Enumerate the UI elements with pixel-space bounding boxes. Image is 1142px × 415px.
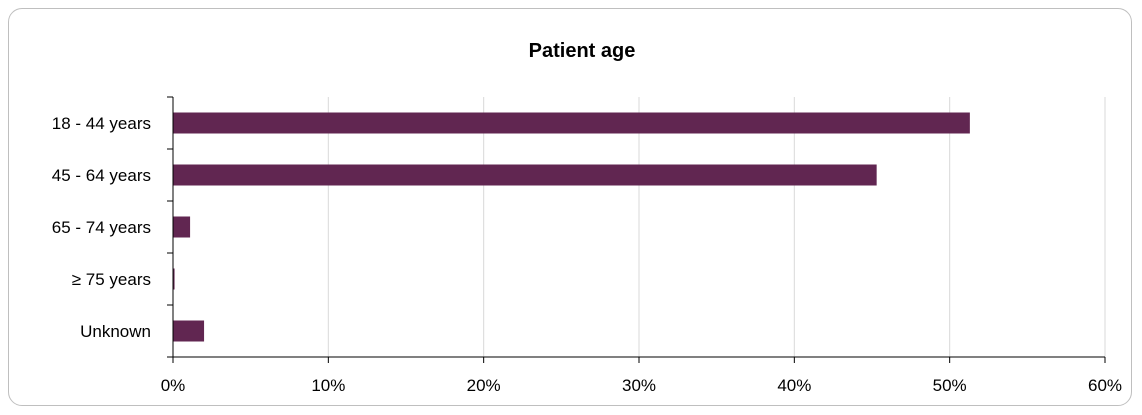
x-tick-label: 60% xyxy=(1088,376,1122,395)
x-tick-label: 0% xyxy=(161,376,186,395)
bar xyxy=(173,164,877,186)
category-label: 18 - 44 years xyxy=(52,114,151,133)
x-tick-label: 40% xyxy=(777,376,811,395)
axes xyxy=(167,96,1106,363)
x-tick-label: 50% xyxy=(933,376,967,395)
bars xyxy=(173,112,970,342)
bar xyxy=(173,320,205,342)
category-label: Unknown xyxy=(80,322,151,341)
bar xyxy=(173,268,175,290)
category-label: ≥ 75 years xyxy=(72,270,151,289)
x-tick-label: 10% xyxy=(311,376,345,395)
category-label: 65 - 74 years xyxy=(52,218,151,237)
gridlines xyxy=(327,97,1106,357)
labels: 0% 10% 20% 30% 40% 50% 60% 18 - 44 years 45 - 64… xyxy=(52,114,1122,395)
bar xyxy=(173,216,191,238)
chart-title: Patient age xyxy=(529,40,636,62)
x-tick-label: 20% xyxy=(467,376,501,395)
x-tick-label: 30% xyxy=(622,376,656,395)
bar xyxy=(173,112,970,134)
category-label: 45 - 64 years xyxy=(52,166,151,185)
